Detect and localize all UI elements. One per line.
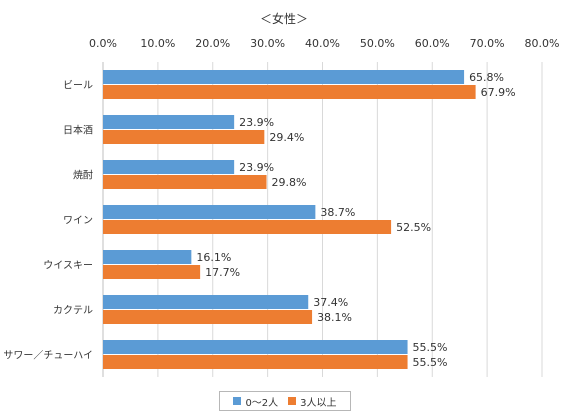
category-label: ワイン <box>63 216 93 227</box>
data-label: 38.7% <box>320 206 355 219</box>
bar <box>103 220 392 234</box>
bar <box>103 310 313 324</box>
legend-swatch-series-2 <box>288 397 297 405</box>
bar <box>103 295 309 309</box>
chart-title: ＜女性＞ <box>259 12 308 26</box>
x-tick-label: 60.0% <box>415 37 450 50</box>
data-label: 55.5% <box>413 341 448 354</box>
legend: 0～2人 3人以上 <box>219 391 351 411</box>
data-label: 67.9% <box>481 86 516 99</box>
bar <box>103 340 408 354</box>
bar <box>103 160 235 174</box>
legend-swatch-series-1 <box>233 397 242 405</box>
x-tick-label: 20.0% <box>195 37 230 50</box>
legend-label-series-2: 3人以上 <box>300 397 337 409</box>
legend-item-series-2: 3人以上 <box>288 394 337 409</box>
x-tick-label: 50.0% <box>360 37 395 50</box>
category-label: ビール <box>63 80 93 92</box>
data-label: 65.8% <box>469 71 504 84</box>
data-label: 38.1% <box>317 311 352 324</box>
category-label: 日本酒 <box>63 124 93 137</box>
bar <box>103 70 465 84</box>
bar <box>103 250 192 264</box>
data-label: 55.5% <box>413 356 448 369</box>
x-tick-label: 40.0% <box>305 37 340 50</box>
data-label: 29.4% <box>269 131 304 144</box>
x-tick-label: 80.0% <box>525 37 560 50</box>
category-label: サワー／チューハイ <box>3 350 93 362</box>
bar <box>103 355 408 369</box>
bar <box>103 85 476 99</box>
bar <box>103 175 267 189</box>
data-label: 23.9% <box>239 116 274 129</box>
legend-item-series-1: 0～2人 <box>233 394 278 409</box>
x-tick-label: 0.0% <box>89 37 117 50</box>
data-label: 23.9% <box>239 161 274 174</box>
bar <box>103 115 235 129</box>
bar <box>103 130 265 144</box>
x-tick-label: 70.0% <box>470 37 505 50</box>
data-label: 52.5% <box>396 221 431 234</box>
data-label: 16.1% <box>196 251 231 264</box>
data-label: 37.4% <box>313 296 348 309</box>
category-label: ウイスキー <box>43 260 93 272</box>
x-tick-label: 10.0% <box>140 37 175 50</box>
category-label: 焼酎 <box>73 169 93 182</box>
bar <box>103 205 316 219</box>
category-label: カクテル <box>53 305 93 317</box>
legend-label-series-1: 0～2人 <box>245 397 279 409</box>
data-label: 17.7% <box>205 266 240 279</box>
x-tick-label: 30.0% <box>250 37 285 50</box>
bar <box>103 265 201 279</box>
data-label: 29.8% <box>272 176 307 189</box>
